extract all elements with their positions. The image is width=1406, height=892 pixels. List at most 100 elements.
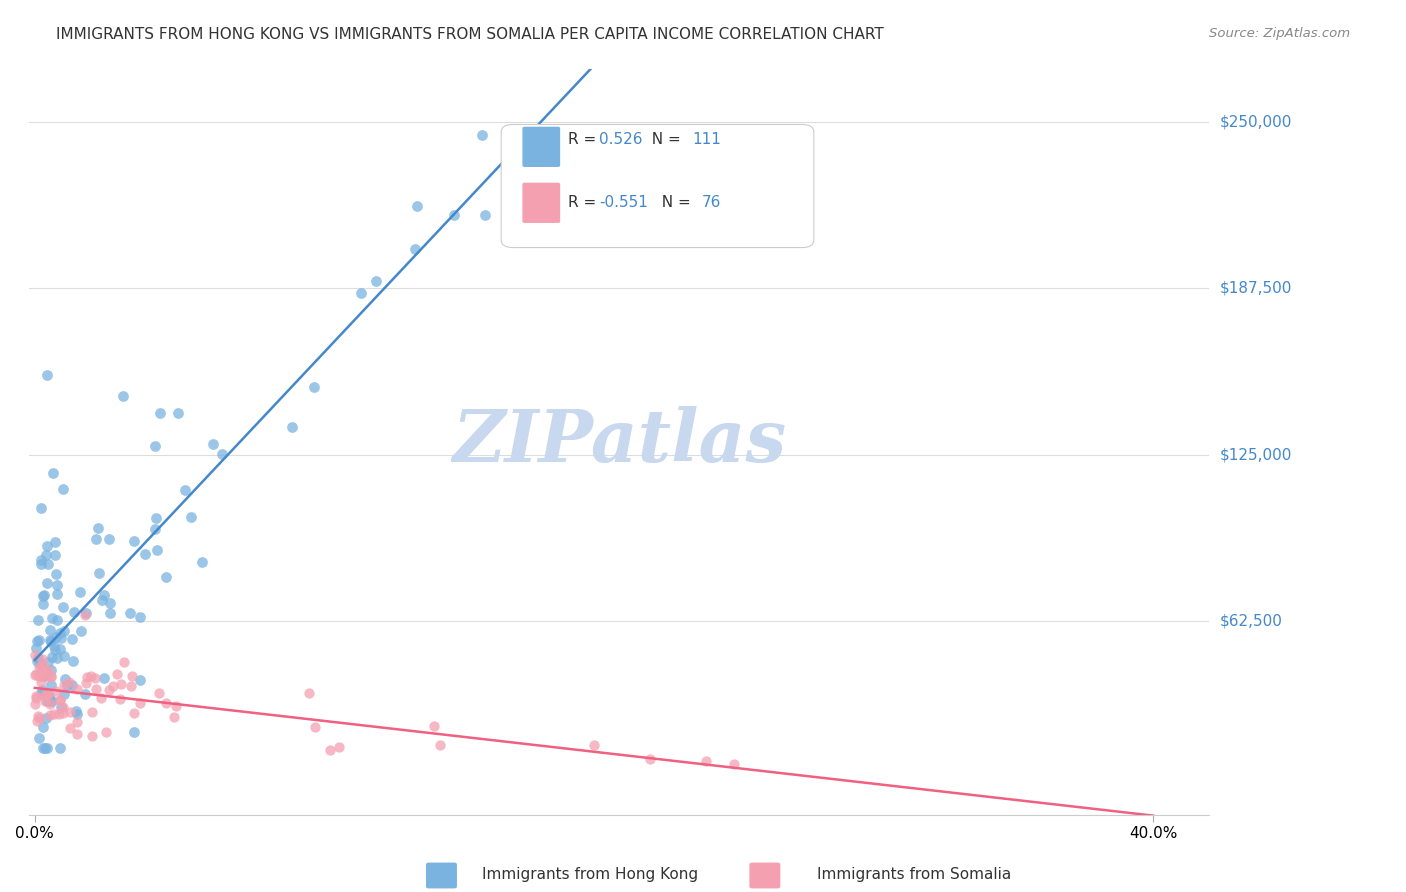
Point	[31, 663, 53, 677]
Point	[24, 667, 46, 681]
Point	[45, 614, 67, 628]
Point	[98, 682, 121, 697]
Point	[122, 706, 145, 720]
Point	[34, 688, 56, 702]
Point	[46, 578, 69, 592]
Point	[582, 738, 605, 752]
Point	[134, 547, 156, 561]
Point	[52, 648, 75, 663]
Point	[98, 596, 121, 610]
Point	[103, 679, 125, 693]
Point	[145, 511, 167, 525]
Point	[304, 720, 326, 734]
Point	[328, 739, 350, 754]
Point	[27, 651, 49, 665]
Point	[66, 706, 89, 721]
Point	[38, 689, 60, 703]
Point	[45, 567, 67, 582]
Point	[180, 510, 202, 524]
Point	[37, 669, 59, 683]
Point	[165, 698, 187, 713]
Point	[41, 694, 63, 708]
FancyBboxPatch shape	[523, 127, 560, 167]
Point	[63, 606, 86, 620]
Point	[52, 699, 75, 714]
Point	[48, 642, 70, 657]
Point	[174, 483, 197, 498]
Point	[37, 689, 59, 703]
Point	[32, 740, 55, 755]
Text: 111: 111	[692, 132, 721, 147]
Point	[66, 714, 89, 729]
Point	[143, 522, 166, 536]
Point	[128, 696, 150, 710]
Point	[35, 539, 58, 553]
Point	[51, 700, 73, 714]
Point	[65, 704, 87, 718]
Point	[75, 675, 97, 690]
Point	[80, 668, 103, 682]
Point	[97, 532, 120, 546]
Point	[24, 689, 46, 703]
Point	[49, 626, 72, 640]
Point	[90, 690, 112, 705]
Point	[429, 738, 451, 752]
Point	[39, 663, 62, 677]
Point	[28, 711, 51, 725]
Point	[28, 731, 51, 746]
Point	[25, 633, 48, 648]
Point	[84, 682, 107, 697]
Point	[32, 665, 55, 679]
Point	[280, 419, 302, 434]
Point	[38, 708, 60, 723]
Point	[37, 687, 59, 701]
Point	[49, 693, 72, 707]
Text: 76: 76	[702, 195, 721, 211]
Point	[58, 705, 80, 719]
Point	[39, 623, 62, 637]
Point	[112, 655, 135, 669]
Point	[73, 607, 96, 622]
Point	[53, 678, 76, 692]
Point	[32, 669, 55, 683]
Point	[39, 693, 62, 707]
Point	[98, 606, 121, 620]
Point	[34, 740, 56, 755]
Point	[24, 697, 46, 711]
Point	[44, 534, 66, 549]
Text: 0.526: 0.526	[599, 132, 643, 147]
Point	[90, 592, 112, 607]
Point	[52, 687, 75, 701]
Point	[404, 243, 426, 257]
Point	[34, 694, 56, 708]
Point	[364, 274, 387, 288]
Point	[52, 600, 75, 615]
Point	[28, 633, 51, 648]
Point	[24, 648, 46, 662]
Point	[121, 669, 143, 683]
Point	[35, 549, 58, 563]
Point	[46, 651, 69, 665]
Point	[38, 633, 60, 648]
Point	[73, 687, 96, 701]
Point	[37, 667, 59, 681]
Point	[32, 588, 55, 602]
Point	[25, 640, 48, 655]
Text: Immigrants from Somalia: Immigrants from Somalia	[817, 867, 1011, 881]
Point	[84, 532, 107, 546]
Point	[298, 685, 321, 699]
Point	[89, 566, 111, 580]
Point	[25, 667, 48, 681]
Text: N =: N =	[641, 132, 685, 147]
Point	[42, 639, 65, 653]
Point	[39, 668, 62, 682]
Point	[37, 694, 59, 708]
Point	[75, 606, 97, 620]
Point	[31, 597, 53, 611]
Point	[83, 671, 105, 685]
Point	[39, 670, 62, 684]
Point	[129, 609, 152, 624]
Point	[471, 128, 494, 142]
Text: R =: R =	[568, 132, 602, 147]
Point	[350, 285, 373, 300]
